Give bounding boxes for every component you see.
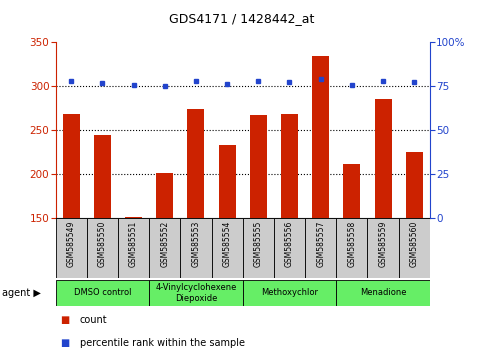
Bar <box>343 164 360 218</box>
Bar <box>312 57 329 218</box>
Bar <box>368 218 398 278</box>
Bar <box>149 280 242 306</box>
Text: agent ▶: agent ▶ <box>2 288 41 298</box>
Bar <box>156 173 173 218</box>
Bar <box>250 115 267 218</box>
Text: GSM585559: GSM585559 <box>379 221 387 267</box>
Bar <box>374 98 392 218</box>
Bar <box>118 218 149 278</box>
Text: GSM585551: GSM585551 <box>129 221 138 267</box>
Bar <box>336 280 430 306</box>
Text: GDS4171 / 1428442_at: GDS4171 / 1428442_at <box>169 12 314 25</box>
Bar <box>336 218 368 278</box>
Bar <box>274 218 305 278</box>
Bar <box>56 280 149 306</box>
Text: ■: ■ <box>60 315 70 325</box>
Text: GSM585552: GSM585552 <box>160 221 169 267</box>
Text: count: count <box>80 315 107 325</box>
Bar <box>87 218 118 278</box>
Text: GSM585560: GSM585560 <box>410 221 419 267</box>
Text: 4-Vinylcyclohexene
Diepoxide: 4-Vinylcyclohexene Diepoxide <box>155 283 237 303</box>
Bar <box>305 218 336 278</box>
Text: Methoxychlor: Methoxychlor <box>261 289 318 297</box>
Bar <box>212 218 242 278</box>
Bar <box>218 145 236 218</box>
Bar <box>94 135 111 218</box>
Text: GSM585556: GSM585556 <box>285 221 294 267</box>
Text: GSM585557: GSM585557 <box>316 221 325 267</box>
Bar <box>281 114 298 218</box>
Text: GSM585558: GSM585558 <box>347 221 356 267</box>
Text: GSM585554: GSM585554 <box>223 221 232 267</box>
Bar <box>125 217 142 218</box>
Text: GSM585550: GSM585550 <box>98 221 107 267</box>
Bar <box>187 109 204 218</box>
Bar <box>56 218 87 278</box>
Text: Menadione: Menadione <box>360 289 406 297</box>
Bar <box>180 218 212 278</box>
Text: GSM585553: GSM585553 <box>191 221 200 267</box>
Bar <box>406 152 423 218</box>
Text: ■: ■ <box>60 338 70 348</box>
Bar <box>242 218 274 278</box>
Text: GSM585555: GSM585555 <box>254 221 263 267</box>
Bar <box>242 280 336 306</box>
Bar <box>149 218 180 278</box>
Text: DMSO control: DMSO control <box>73 289 131 297</box>
Bar <box>398 218 430 278</box>
Text: GSM585549: GSM585549 <box>67 221 76 267</box>
Bar <box>63 114 80 218</box>
Text: percentile rank within the sample: percentile rank within the sample <box>80 338 245 348</box>
